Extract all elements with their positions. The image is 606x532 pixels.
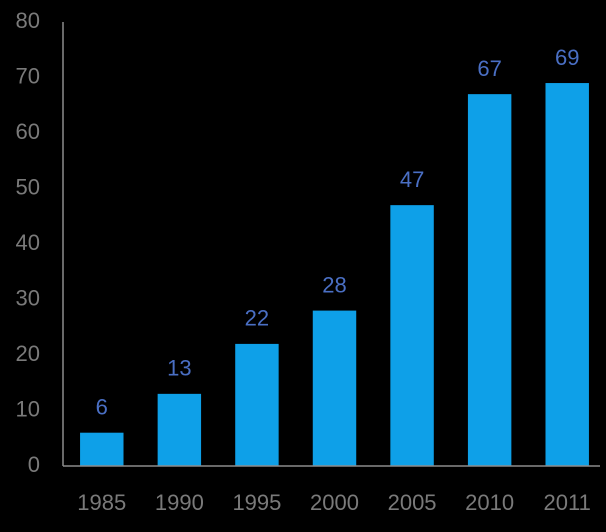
y-tick-label: 80 — [16, 8, 40, 33]
data-label: 28 — [322, 272, 346, 297]
bar — [545, 83, 589, 467]
bar — [390, 205, 434, 466]
y-tick-label: 50 — [16, 174, 40, 199]
x-tick-label: 2011 — [544, 490, 591, 515]
bar — [235, 343, 279, 466]
x-tick-label: 1995 — [232, 490, 281, 515]
y-tick-label: 30 — [16, 285, 40, 310]
bar — [157, 393, 202, 466]
bar — [467, 94, 512, 467]
y-tick-label: 20 — [16, 341, 40, 366]
data-label: 67 — [477, 56, 501, 81]
y-tick-label: 60 — [16, 119, 40, 144]
y-tick-label: 10 — [16, 396, 40, 421]
data-label: 22 — [245, 306, 269, 331]
data-label: 6 — [96, 395, 108, 420]
x-tick-label: 2010 — [465, 490, 514, 515]
y-tick-label: 0 — [28, 452, 40, 477]
data-label: 13 — [167, 356, 191, 381]
bar — [80, 432, 124, 466]
x-tick-label: 1990 — [155, 490, 204, 515]
y-tick-label: 70 — [16, 63, 40, 88]
data-label: 47 — [400, 167, 424, 192]
y-tick-label: 40 — [16, 230, 40, 255]
bar — [312, 310, 357, 466]
data-label: 69 — [555, 45, 579, 70]
x-tick-label: 1985 — [77, 490, 126, 515]
x-tick-label: 2000 — [310, 490, 359, 515]
x-tick-label: 2005 — [388, 490, 437, 515]
